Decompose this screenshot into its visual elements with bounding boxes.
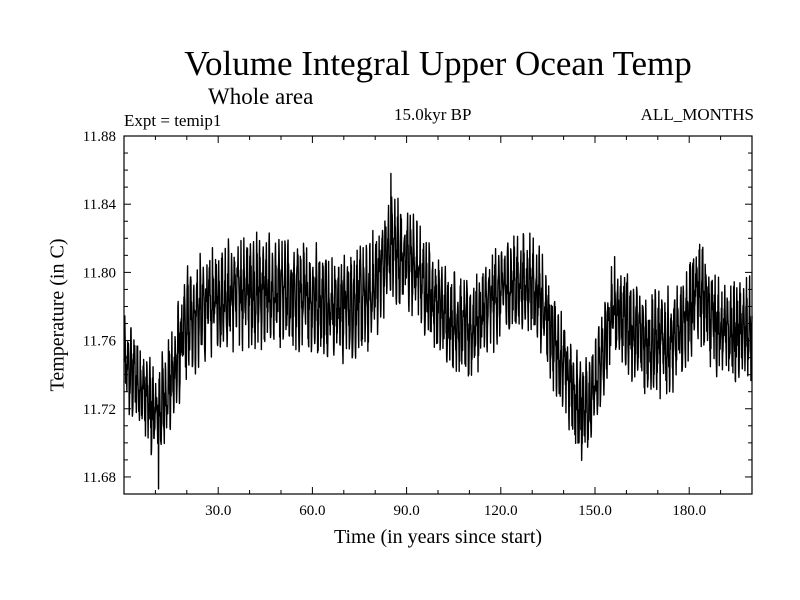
x-tick-label: 150.0 <box>578 503 612 519</box>
plot-frame <box>123 135 753 495</box>
x-axis-label: Time (in years since start) <box>333 526 543 548</box>
y-tick-label: 11.68 <box>83 470 116 486</box>
x-tick-label: 120.0 <box>484 503 518 519</box>
x-tick-label: 180.0 <box>672 503 706 519</box>
x-tick-label: 60.0 <box>299 503 325 519</box>
chart-title: Volume Integral Upper Ocean Temp <box>184 44 692 83</box>
y-tick-label: 11.76 <box>83 334 117 350</box>
months-label: ALL_MONTHS <box>640 105 754 124</box>
series-layer <box>123 172 753 490</box>
period-label: 15.0kyr BP <box>394 105 472 124</box>
x-tick-label: 30.0 <box>205 503 231 519</box>
experiment-label: Expt = temip1 <box>124 111 222 130</box>
y-tick-label: 11.88 <box>83 129 116 145</box>
y-tick-label: 11.80 <box>83 265 116 281</box>
chart-subtitle: Whole area <box>208 84 314 109</box>
x-tick-label: 90.0 <box>393 503 419 519</box>
series-line <box>123 172 753 490</box>
y-tick-label: 11.84 <box>83 197 117 213</box>
y-tick-label: 11.72 <box>83 402 116 418</box>
axes-layer: 30.0 60.0 90.0 120.0 150.0 180.0 11.68 11.72 11.… <box>83 129 753 519</box>
